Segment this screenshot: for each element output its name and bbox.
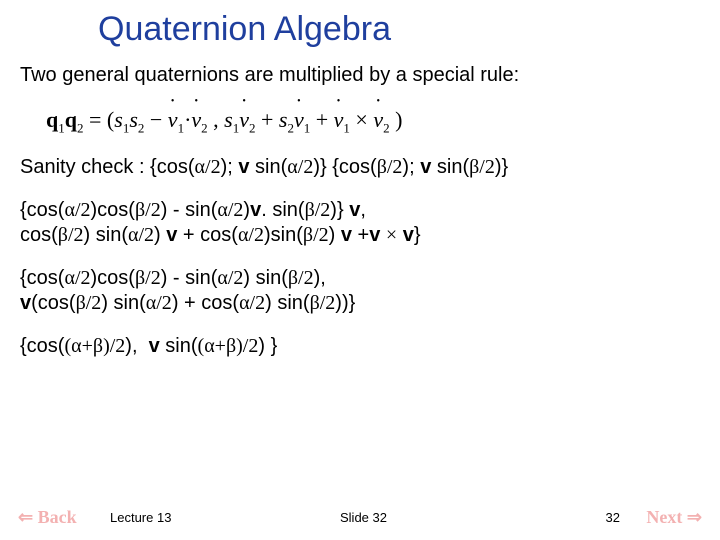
page-number: 32 [606, 510, 620, 525]
slide-number: Slide 32 [340, 510, 387, 525]
sanity-check-line: Sanity check : {cos(α/2); v sin(α/2)} {c… [20, 155, 700, 180]
expansion-block-2: {cos(α/2)cos(β/2) - sin(α/2) sin(β/2), v… [20, 266, 700, 316]
intro-text: Two general quaternions are multiplied b… [20, 63, 700, 88]
slide: Quaternion Algebra Two general quaternio… [0, 0, 720, 540]
line2-start: {cos( [20, 199, 64, 221]
body-content: Two general quaternions are multiplied b… [20, 63, 700, 359]
result-line: {cos((α+β)/2), v sin((α+β)/2) } [20, 334, 700, 359]
next-button[interactable]: Next ⇒ [646, 507, 702, 528]
product-formula: q1q2 = (s1s2 − v1·v2 , s1v2 + s2v1 + v1 … [46, 106, 700, 137]
page-title: Quaternion Algebra [98, 10, 700, 49]
sanity-prefix: Sanity check : {cos( [20, 156, 195, 178]
back-button[interactable]: ⇐ Back [18, 507, 77, 528]
expansion-block-1: {cos(α/2)cos(β/2) - sin(α/2)v. sin(β/2)}… [20, 198, 700, 248]
lecture-label: Lecture 13 [110, 510, 171, 525]
